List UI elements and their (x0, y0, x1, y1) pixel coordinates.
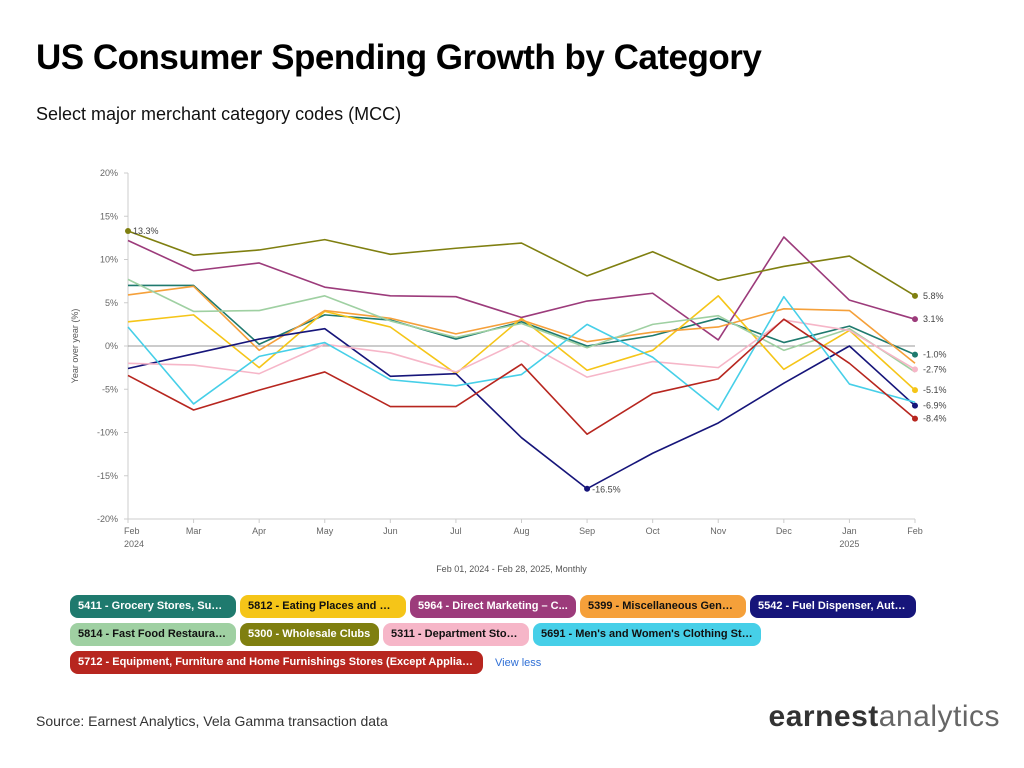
series-end-point (912, 316, 918, 323)
y-tick-label: 5% (105, 298, 118, 308)
x-year-label: 2025 (839, 539, 859, 549)
x-tick-label: Feb (124, 526, 140, 536)
x-tick-label: Jul (450, 526, 462, 536)
series-line (127, 278, 916, 373)
series-end-point (912, 366, 918, 373)
data-label-min: -16.5% (592, 485, 621, 495)
series-end-point (912, 402, 918, 409)
series-line (127, 318, 916, 436)
x-tick-label: May (316, 526, 334, 536)
data-label-end: -6.9% (923, 401, 947, 411)
x-tick-label: Feb (907, 526, 923, 536)
series-end-point (912, 351, 918, 358)
source-note: Source: Earnest Analytics, Vela Gamma tr… (36, 713, 388, 729)
y-tick-label: 15% (100, 211, 118, 221)
data-label-end: -1.0% (923, 350, 947, 360)
x-tick-label: Jan (842, 526, 857, 536)
legend-item[interactable]: 5399 - Miscellaneous Genera... (580, 595, 746, 618)
y-tick-label: -10% (97, 428, 118, 438)
x-axis-label: Feb 01, 2024 - Feb 28, 2025, Monthly (436, 564, 587, 574)
series-line (127, 295, 916, 391)
legend-item[interactable]: 5712 - Equipment, Furniture and Home Fur… (70, 651, 483, 674)
y-tick-label: -5% (102, 384, 118, 394)
y-tick-label: 0% (105, 341, 118, 351)
series-min-point (584, 485, 591, 492)
x-tick-label: Oct (646, 526, 661, 536)
page-subtitle: Select major merchant category codes (MC… (36, 104, 402, 124)
x-tick-label: Jun (383, 526, 398, 536)
series-line (127, 236, 916, 341)
logo-part-light: analytics (878, 700, 1000, 733)
y-tick-label: -15% (97, 471, 118, 481)
series-line (127, 230, 916, 297)
series-line (127, 327, 916, 490)
x-tick-label: Apr (252, 526, 266, 536)
x-tick-label: Mar (186, 526, 202, 536)
y-tick-label: 20% (100, 168, 118, 178)
series-line (127, 285, 916, 364)
legend-item[interactable]: 5964 - Direct Marketing – C... (410, 595, 576, 618)
y-tick-label: 10% (100, 255, 118, 265)
data-label-end: 5.8% (923, 291, 944, 301)
x-year-label: 2024 (124, 539, 144, 549)
x-tick-label: Dec (776, 526, 793, 536)
legend-item[interactable]: 5814 - Fast Food Restaurant... (70, 623, 236, 646)
chart-legend: 5411 - Grocery Stores, Supe... 5812 - Eat… (70, 595, 950, 679)
data-label-end: -8.4% (923, 414, 947, 424)
legend-item[interactable]: 5411 - Grocery Stores, Supe... (70, 595, 236, 618)
logo-part-bold: earnest (768, 700, 879, 733)
x-tick-label: Aug (513, 526, 529, 536)
legend-row: 5814 - Fast Food Restaurant... 5300 - Who… (70, 623, 950, 646)
y-axis-label: Year over year (%) (70, 309, 80, 384)
series-line (127, 295, 916, 411)
legend-row: 5411 - Grocery Stores, Supe... 5812 - Eat… (70, 595, 950, 618)
page-title: US Consumer Spending Growth by Category (36, 38, 762, 77)
line-chart: 20% 15% 10% 5% 0% -5% -10% -15% -20% Year over ye… (70, 168, 947, 574)
series-end-point (912, 292, 918, 299)
legend-item[interactable]: 5300 - Wholesale Clubs (240, 623, 379, 646)
y-tick-label: -20% (97, 514, 118, 524)
legend-row: 5712 - Equipment, Furniture and Home Fur… (70, 651, 950, 674)
view-less-link[interactable]: View less (495, 656, 542, 669)
legend-item[interactable]: 5542 - Fuel Dispenser, Auto... (750, 595, 916, 618)
series-end-point (912, 415, 918, 422)
legend-item[interactable]: 5691 - Men's and Women's Clothing Stores (533, 623, 761, 646)
series-start-point (125, 227, 131, 234)
legend-item[interactable]: 5812 - Eating Places and Re... (240, 595, 406, 618)
series-line (128, 284, 916, 356)
data-label-start: 13.3% (133, 226, 159, 236)
data-label-end: -5.1% (923, 385, 947, 395)
data-label-end: 3.1% (923, 314, 944, 324)
series-end-point (912, 387, 918, 394)
legend-item[interactable]: 5311 - Department Stores (383, 623, 529, 646)
x-tick-label: Sep (579, 526, 595, 536)
earnest-analytics-logo: earnestanalytics (769, 700, 1000, 734)
data-label-end: -2.7% (923, 364, 947, 374)
x-tick-label: Nov (710, 526, 727, 536)
